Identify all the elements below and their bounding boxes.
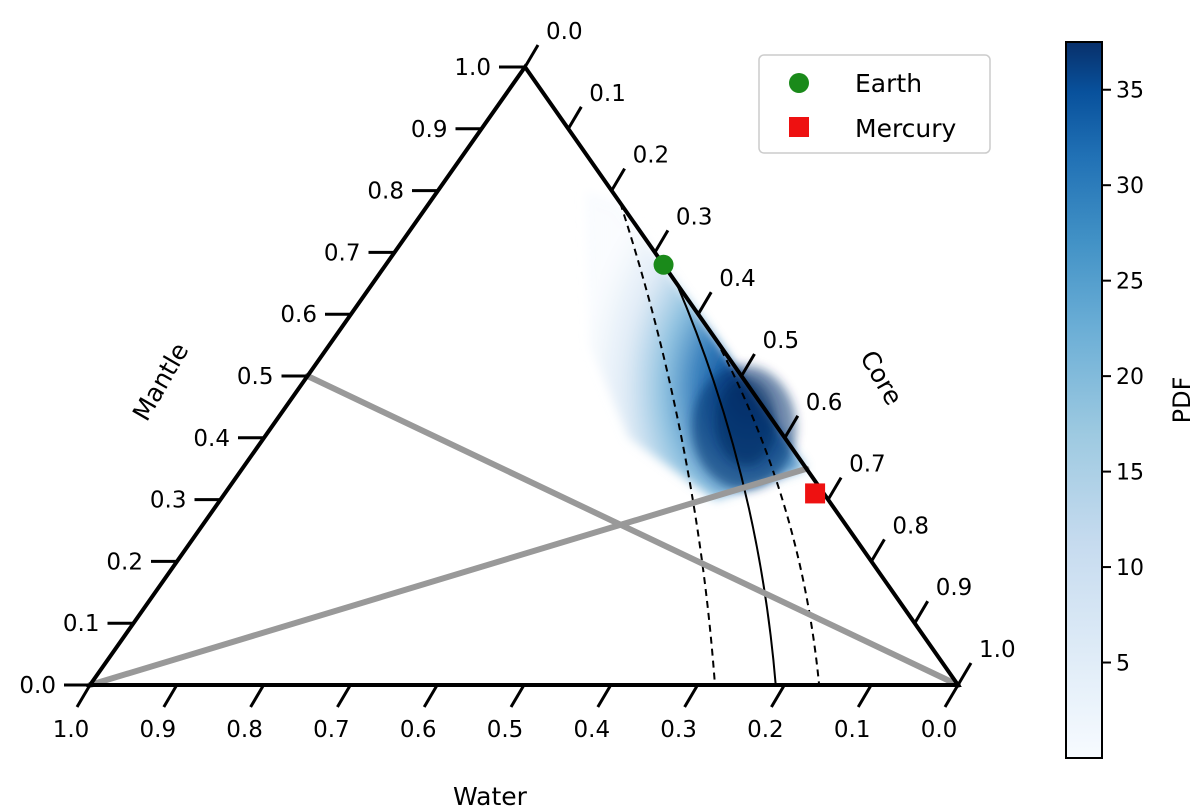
tick-label-right-6: 0.6 bbox=[806, 390, 843, 416]
guide-line-2 bbox=[87, 465, 810, 688]
contour-lines bbox=[619, 202, 821, 686]
tick-label-right-10: 1.0 bbox=[979, 637, 1016, 663]
tick-bottom-4 bbox=[422, 684, 439, 708]
tick-bottom-2 bbox=[249, 684, 265, 708]
tick-label-right-0: 0.0 bbox=[546, 19, 583, 45]
legend-marker-mercury bbox=[789, 117, 809, 137]
tick-right-5 bbox=[740, 353, 756, 377]
tick-label-left-4: 0.4 bbox=[193, 426, 230, 452]
axis-title-water: Water bbox=[453, 782, 528, 811]
tick-label-bottom-3: 0.7 bbox=[313, 717, 350, 743]
tick-label-left-8: 0.8 bbox=[367, 179, 404, 205]
guide-lines bbox=[87, 373, 961, 688]
colorbar: 5 10 15 20 25 30 35 PDF bbox=[1065, 41, 1196, 759]
tick-label-left-3: 0.3 bbox=[150, 488, 187, 514]
legend-label-mercury: Mercury bbox=[855, 114, 957, 143]
tick-label-right-1: 0.1 bbox=[589, 81, 626, 107]
tick-label-right-5: 0.5 bbox=[763, 328, 800, 354]
colorbar-title: PDF bbox=[1168, 377, 1196, 424]
tick-label-left-7: 0.7 bbox=[324, 240, 361, 266]
tick-right-6 bbox=[783, 415, 800, 439]
tick-bottom-3 bbox=[336, 684, 352, 708]
tick-label-bottom-9: 0.1 bbox=[834, 717, 871, 743]
colorbar-tick-label-35: 35 bbox=[1116, 79, 1144, 104]
tick-bottom-0 bbox=[75, 684, 92, 708]
tick-label-left-6: 0.6 bbox=[280, 302, 317, 328]
tick-label-bottom-4: 0.6 bbox=[400, 717, 437, 743]
contour-line-3 bbox=[714, 338, 821, 686]
tick-right-10 bbox=[956, 662, 973, 686]
point-earth bbox=[653, 254, 674, 275]
tick-label-bottom-1: 0.9 bbox=[140, 717, 177, 743]
contour-line-2 bbox=[675, 282, 777, 686]
tick-label-bottom-10: 0.0 bbox=[921, 717, 958, 743]
contour-line-1 bbox=[619, 202, 716, 686]
colorbar-tick-label-25: 25 bbox=[1116, 270, 1144, 295]
tick-right-2 bbox=[610, 167, 626, 192]
tick-label-right-7: 0.7 bbox=[849, 452, 886, 478]
tick-label-left-9: 0.9 bbox=[411, 117, 448, 143]
triangle-frame bbox=[86, 63, 962, 687]
tick-bottom-9 bbox=[856, 684, 873, 708]
colorbar-ticks: 5 10 15 20 25 30 35 bbox=[1102, 79, 1144, 677]
legend-marker-earth bbox=[789, 73, 809, 93]
tick-label-bottom-0: 1.0 bbox=[53, 717, 90, 743]
axis-title-core: Core bbox=[854, 345, 908, 410]
point-mercury bbox=[805, 483, 826, 504]
tick-label-left-5: 0.5 bbox=[237, 364, 274, 390]
triangle-outline bbox=[86, 63, 962, 687]
tick-label-right-8: 0.8 bbox=[892, 513, 929, 539]
colorbar-tick-label-30: 30 bbox=[1116, 174, 1144, 199]
axis-ticks: 0.0 0.1 0.2 0.3 0.4 0.5 0.6 0.7 0.8 0.9 1.0 0.0 0.1 0… bbox=[19, 19, 1015, 743]
tick-label-left-2: 0.2 bbox=[106, 549, 143, 575]
tick-right-8 bbox=[870, 538, 886, 563]
colorbar-tick-label-5: 5 bbox=[1116, 652, 1130, 677]
tick-label-left-0: 0.0 bbox=[19, 673, 56, 699]
tick-right-0 bbox=[523, 44, 540, 68]
tick-label-left-1: 0.1 bbox=[63, 611, 100, 637]
tick-bottom-6 bbox=[596, 684, 613, 708]
tick-label-bottom-6: 0.4 bbox=[574, 717, 611, 743]
colorbar-fill bbox=[1065, 41, 1103, 759]
tick-right-4 bbox=[696, 291, 713, 315]
legend: Earth Mercury bbox=[758, 54, 991, 154]
tick-label-right-4: 0.4 bbox=[719, 266, 756, 292]
tick-right-7 bbox=[826, 476, 843, 501]
tick-label-right-2: 0.2 bbox=[633, 143, 670, 169]
density-core bbox=[716, 377, 777, 466]
colorbar-tick-label-20: 20 bbox=[1116, 365, 1144, 390]
tick-bottom-5 bbox=[509, 684, 526, 708]
named-points bbox=[653, 254, 826, 504]
legend-label-earth: Earth bbox=[855, 69, 922, 98]
tick-label-bottom-7: 0.3 bbox=[660, 717, 697, 743]
tick-label-bottom-2: 0.8 bbox=[226, 717, 263, 743]
tick-right-3 bbox=[653, 229, 670, 254]
tick-bottom-8 bbox=[770, 684, 786, 708]
tick-label-right-9: 0.9 bbox=[936, 575, 973, 601]
tick-right-1 bbox=[567, 106, 583, 130]
tick-right-9 bbox=[913, 600, 929, 624]
colorbar-tick-label-15: 15 bbox=[1116, 461, 1144, 486]
tick-bottom-10 bbox=[943, 684, 960, 708]
tick-label-left-10: 1.0 bbox=[454, 55, 491, 81]
colorbar-tick-label-10: 10 bbox=[1116, 556, 1144, 581]
tick-bottom-7 bbox=[683, 684, 699, 708]
tick-label-right-3: 0.3 bbox=[676, 204, 713, 230]
tick-label-bottom-5: 0.5 bbox=[487, 717, 524, 743]
axis-title-mantle: Mantle bbox=[127, 338, 195, 426]
guide-line-1 bbox=[304, 373, 961, 688]
tick-bottom-1 bbox=[162, 684, 179, 708]
tick-label-bottom-8: 0.2 bbox=[747, 717, 784, 743]
legend-box bbox=[758, 54, 991, 154]
